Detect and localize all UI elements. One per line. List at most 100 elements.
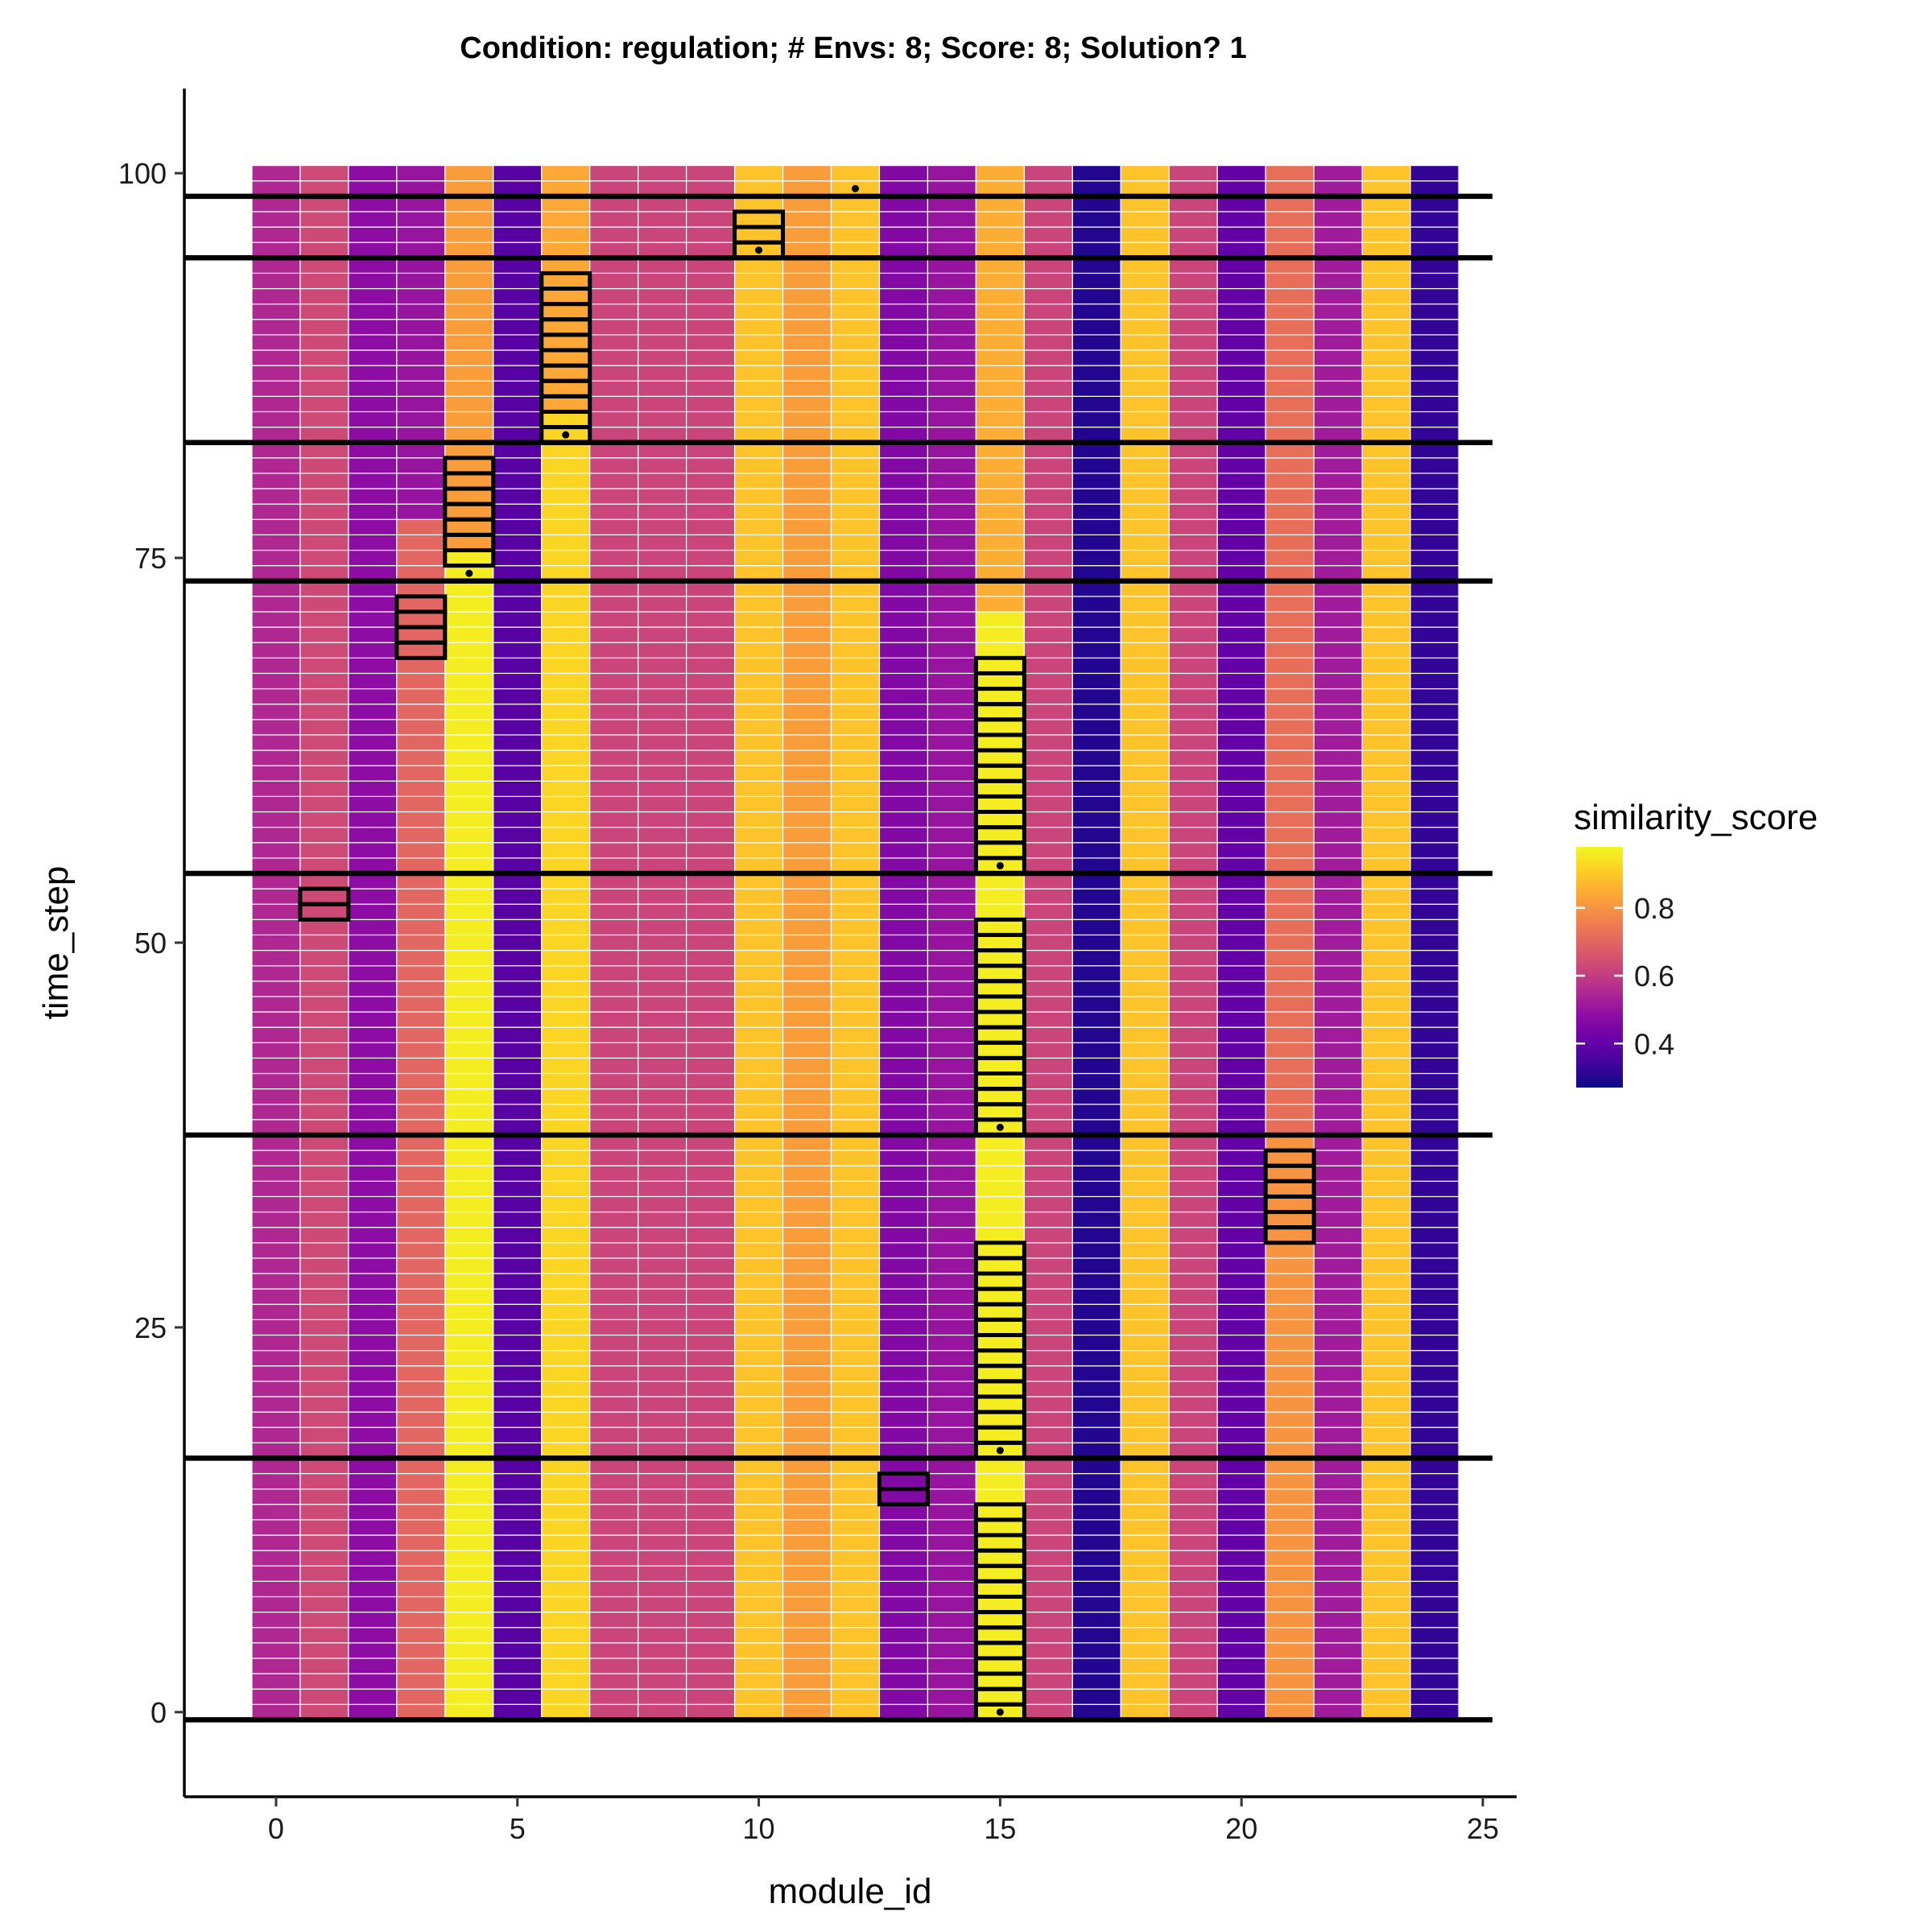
heatmap-cell (1313, 1381, 1363, 1397)
heatmap-cell (396, 719, 446, 736)
heatmap-cell (1361, 1088, 1411, 1105)
heatmap-cell (1265, 473, 1315, 489)
heatmap-cell (927, 795, 976, 813)
heatmap-cell (348, 1195, 398, 1213)
heatmap-cell (541, 1688, 591, 1705)
heatmap-cell (975, 518, 1025, 536)
heatmap-cell (1023, 642, 1073, 658)
heatmap-cell (638, 749, 687, 766)
highlight-boxes (298, 209, 1316, 1722)
heatmap-cell (975, 827, 1025, 844)
heatmap-cell (1216, 934, 1266, 952)
heatmap-cell (1313, 334, 1363, 351)
heatmap-cell (299, 949, 349, 967)
heatmap-cell (1168, 1057, 1218, 1075)
heatmap-cell (927, 1150, 976, 1166)
heatmap-cell (1168, 226, 1218, 243)
heatmap-cell (1410, 1273, 1459, 1290)
heatmap-cell (1120, 687, 1170, 705)
heatmap-cell (1410, 1688, 1459, 1705)
heatmap-cell (927, 488, 976, 505)
heatmap-cell (782, 1411, 832, 1428)
heatmap-cell (396, 1195, 446, 1213)
heatmap-cell (733, 1611, 784, 1629)
heatmap-cell (589, 1319, 639, 1336)
heatmap-cell (1265, 1365, 1315, 1382)
heatmap-cell (1410, 1227, 1459, 1244)
heatmap-cell (396, 1534, 446, 1551)
heatmap-cell (686, 349, 736, 366)
heatmap-cell (878, 549, 929, 567)
heatmap-cell (927, 842, 976, 859)
heatmap-cell (830, 1303, 881, 1320)
heatmap-cell (589, 380, 639, 397)
heatmap-cell (1023, 1072, 1073, 1090)
heatmap-cell (541, 473, 591, 489)
heatmap-cell (589, 1349, 639, 1367)
heatmap-cell (638, 518, 687, 536)
heatmap-cell (686, 1519, 736, 1536)
heatmap-cell (1361, 1627, 1411, 1644)
heatmap-cell (251, 1426, 301, 1443)
heatmap-cell (396, 1673, 446, 1690)
heatmap-cell (541, 1519, 591, 1536)
heatmap-cell (493, 1072, 543, 1090)
heatmap-cell (493, 272, 543, 290)
heatmap-cell (589, 842, 639, 859)
heatmap-cell (927, 1365, 976, 1382)
heatmap-cell (1265, 996, 1315, 1013)
heatmap-cell (251, 1611, 301, 1629)
heatmap-cell (396, 549, 446, 567)
heatmap-cell (396, 473, 446, 489)
heatmap-cell (878, 734, 929, 751)
heatmap-cell (444, 411, 494, 428)
heatmap-cell (493, 1580, 543, 1598)
heatmap-cell (396, 287, 446, 305)
heatmap-cell (1410, 1349, 1459, 1367)
heatmap-cell (396, 749, 446, 766)
heatmap-cell (878, 1180, 929, 1198)
heatmap-cell (1071, 1319, 1121, 1336)
heatmap-cell (1265, 1488, 1315, 1505)
heatmap-cell (1265, 704, 1315, 720)
heatmap-cell (1120, 1303, 1170, 1320)
heatmap-cell (1410, 1381, 1459, 1397)
heatmap-cell (1071, 1072, 1121, 1090)
heatmap-cell (1361, 672, 1411, 690)
heatmap-cell (1023, 996, 1073, 1013)
heatmap-cell (493, 411, 543, 428)
heatmap-cell (1023, 1257, 1073, 1274)
heatmap-cell (1216, 626, 1266, 643)
heatmap-cell (830, 1026, 881, 1043)
heatmap-cell (1361, 626, 1411, 643)
heatmap-cell (1120, 1257, 1170, 1274)
heatmap-cell (927, 980, 976, 997)
heatmap-cell (686, 827, 736, 844)
heatmap-cell (589, 1381, 639, 1397)
heatmap-cell (1023, 1288, 1073, 1305)
heatmap-cells (251, 164, 1459, 1721)
heatmap-cell (1313, 380, 1363, 397)
heatmap-cell (444, 211, 494, 228)
heatmap-cell (1265, 1349, 1315, 1367)
heatmap-cell (782, 1349, 832, 1367)
heatmap-cell (1023, 1642, 1073, 1659)
heatmap-cell (1023, 549, 1073, 567)
heatmap-cell (251, 1242, 301, 1259)
heatmap-cell (1120, 1242, 1170, 1259)
heatmap-cell (1071, 642, 1121, 658)
heatmap-cell (686, 1642, 736, 1659)
heatmap-cell (1410, 811, 1459, 828)
heatmap-cell (1216, 1488, 1266, 1505)
heatmap-cell (975, 934, 1025, 952)
heatmap-cell (1120, 611, 1170, 628)
heatmap-cell (589, 1088, 639, 1105)
heatmap-cell (1168, 657, 1218, 675)
heatmap-cell (782, 1257, 832, 1274)
heatmap-cell (638, 534, 687, 551)
heatmap-cell (733, 719, 784, 736)
heatmap-cell (1168, 672, 1218, 690)
heatmap-cell (1410, 1611, 1459, 1629)
heatmap-cell (1168, 1488, 1218, 1505)
heatmap-cell (686, 1504, 736, 1521)
